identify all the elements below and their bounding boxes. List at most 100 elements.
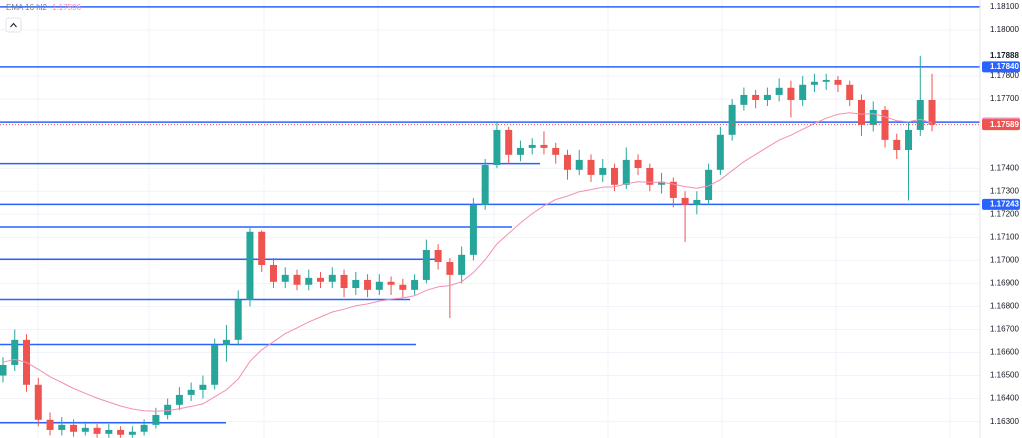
price-label-box [982,198,1020,210]
candle-body [46,419,54,430]
candle-body [70,424,78,432]
candle-body [81,427,89,432]
candle-body [246,231,254,300]
candle-body [563,154,571,170]
candle-body [0,364,7,376]
candle-body [446,261,454,275]
y-tick-label: 1.16400 [990,394,1019,403]
candle-body [352,279,360,289]
candle-body [658,181,666,185]
y-tick-label: 1.16900 [990,279,1019,288]
price-label-box [982,61,1020,73]
candle-body [340,274,348,289]
y-tick-label: 1.16500 [990,371,1019,380]
candle-body [387,281,395,285]
candle-body [152,414,160,425]
candle-body [540,144,548,148]
y-tick-label: 1.16800 [990,302,1019,311]
candle-body [787,87,795,100]
candle-body [117,429,125,435]
candle-body [305,277,313,285]
candle-body [222,339,230,345]
candle-body [575,159,583,170]
axis-labels: 1.18100 1.18000 1.17800 1.17700 1.17400 1.173… [982,2,1020,426]
indicator-value: 1.17596 [52,3,81,12]
candle-body [505,129,513,155]
candle-body [622,159,630,185]
candle-body [810,81,818,85]
price-label: 1.17888 [990,51,1019,60]
collapse-icon[interactable] [10,22,17,28]
y-tick-label: 1.17100 [990,232,1019,241]
y-tick-label: 1.16700 [990,325,1019,334]
candle-body [516,147,524,155]
candle-body [634,159,642,168]
candle-body [458,254,466,275]
candle-body [175,394,183,405]
candle-body [469,204,477,255]
candle-body [422,249,430,280]
y-tick-label: 1.17200 [990,209,1019,218]
indicator-name: EMA 16 hl2 [6,3,47,12]
y-tick-label: 1.16600 [990,348,1019,357]
y-tick-label: 1.18100 [990,2,1019,11]
candle-body [646,167,654,185]
candle-body [293,274,301,285]
candle-body [587,159,595,175]
price-label: 1.17840 [990,62,1019,71]
price-label: 1.17243 [990,199,1019,208]
candle-body [669,181,677,198]
y-tick-label: 1.17400 [990,163,1019,172]
candle-body [34,384,42,420]
candle-body [693,199,701,205]
candle-body [164,404,172,415]
candle-body [93,427,101,434]
y-tick-label: 1.16300 [990,417,1019,426]
candle-body [269,264,277,282]
candle-body [199,384,207,390]
candle-body [493,129,501,165]
candle-body [905,129,913,150]
candle-body [411,279,419,290]
candle-body [399,284,407,290]
candle-body [834,79,842,85]
candle-body [599,167,607,175]
price-label-box [982,50,1020,62]
y-tick-label: 1.17700 [990,94,1019,103]
candle-body [705,169,713,200]
candle-body [846,84,854,100]
candle-body [317,277,325,282]
candle-body [716,134,724,170]
candle-body [728,104,736,135]
candle-body [740,94,748,105]
candle-body [211,344,219,385]
candle-body [893,139,901,150]
candle-body [375,281,383,290]
candle-body [916,99,924,130]
candle-body [869,109,877,125]
ema-line [2,112,933,412]
candle-body [281,274,289,282]
candle-body [528,144,536,148]
collapse-button[interactable] [5,17,22,33]
candle-body [928,99,936,125]
y-tick-label: 1.17800 [990,71,1019,80]
grid [0,0,980,438]
plot [0,6,980,438]
candle-body [481,164,489,205]
candle-body [140,424,148,432]
price-label-box [982,119,1020,131]
candle-body [364,279,372,290]
price-axis [980,0,1022,438]
candle-body [187,389,195,395]
y-tick-label: 1.17300 [990,186,1019,195]
price-label: 1.17589 [990,120,1019,129]
candle-body [775,87,783,95]
candle-body [328,274,336,282]
candle-body [763,94,771,100]
candle-body [611,167,619,185]
y-tick-label: 1.18000 [990,25,1019,34]
candle-body [234,299,242,340]
